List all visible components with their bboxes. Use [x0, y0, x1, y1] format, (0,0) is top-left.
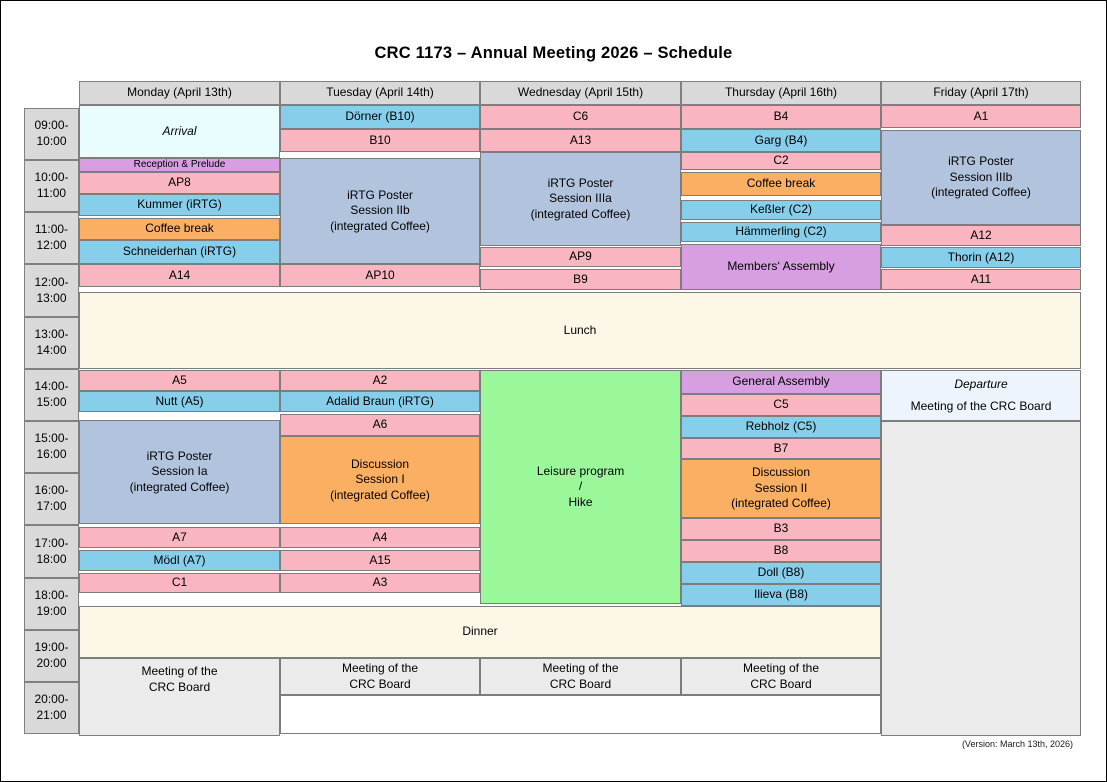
event-meeting-of-the-crc-board: Meeting of the CRC Board: [280, 658, 480, 695]
event-thorin-a12: Thorin (A12): [881, 247, 1081, 268]
event-a13: A13: [480, 129, 681, 152]
event-c6: C6: [480, 105, 681, 129]
time-slot-20-00-21-00: 20:00- 21:00: [24, 682, 79, 734]
event-garg-b4: Garg (B4): [681, 129, 881, 152]
time-slot-19-00-20-00: 19:00- 20:00: [24, 630, 79, 682]
time-slot-16-00-17-00: 16:00- 17:00: [24, 473, 79, 525]
event-c2: C2: [681, 152, 881, 170]
event-a1: A1: [881, 105, 1081, 128]
event-a11: A11: [881, 269, 1081, 290]
event-kummer-irtg: Kummer (iRTG): [79, 194, 280, 216]
event-meeting-of-the-crc-board: Meeting of the CRC Board: [681, 658, 881, 695]
event-discussion-session-ii-integrated-coffee: Discussion Session II (integrated Coffee…: [681, 459, 881, 518]
version-note: (Version: March 13th, 2026): [961, 739, 1073, 749]
event-meeting-of-the-crc-board: Meeting of the CRC Board: [480, 658, 681, 695]
event-b3: B3: [681, 518, 881, 540]
event-lunch: Lunch: [79, 292, 1081, 369]
day-header-monday-april-13th: Monday (April 13th): [79, 81, 280, 105]
event-ilieva-b8: Ilieva (B8): [681, 584, 881, 606]
day-header-tuesday-april-14th: Tuesday (April 14th): [280, 81, 480, 105]
time-slot-10-00-11-00: 10:00- 11:00: [24, 160, 79, 212]
event-dinner: Dinner: [79, 606, 881, 658]
event-a5: A5: [79, 370, 280, 391]
event-rebholz-c5: Rebholz (C5): [681, 416, 881, 438]
time-slot-18-00-19-00: 18:00- 19:00: [24, 578, 79, 630]
time-slot-15-00-16-00: 15:00- 16:00: [24, 421, 79, 473]
event-ap9: AP9: [480, 247, 681, 267]
time-slot-13-00-14-00: 13:00- 14:00: [24, 317, 79, 369]
event-reception-prelude: Reception & Prelude: [79, 158, 280, 172]
event-a12: A12: [881, 225, 1081, 246]
event-members-assembly: Members‘ Assembly: [681, 244, 881, 290]
event-departure-line-2: Meeting of the CRC Board: [910, 398, 1052, 413]
event-friday-empty-block: [881, 421, 1081, 736]
event-a15: A15: [280, 550, 480, 571]
event-adalid-braun-irtg: Adalid Braun (iRTG): [280, 391, 480, 412]
event-departure: Departure Meeting of the CRC Board: [881, 370, 1081, 421]
event-irtg-poster-session-iiib-integrated-coffee: iRTG Poster Session IIIb (integrated Cof…: [881, 130, 1081, 225]
event-empty-white-block: [280, 695, 881, 734]
event-c5: C5: [681, 394, 881, 416]
event-arrival: Arrival: [79, 105, 280, 158]
event-hammerling-c2: Hämmerling (C2): [681, 222, 881, 242]
event-ap8: AP8: [79, 172, 280, 194]
event-dorner-b10: Dörner (B10): [280, 105, 480, 129]
event-a3: A3: [280, 573, 480, 593]
event-coffee-break: Coffee break: [681, 172, 881, 196]
event-a14: A14: [79, 264, 280, 287]
event-leisure-program-hike: Leisure program / Hike: [480, 370, 681, 604]
event-modl-a7: Mödl (A7): [79, 550, 280, 571]
time-slot-17-00-18-00: 17:00- 18:00: [24, 525, 79, 578]
event-a2: A2: [280, 370, 480, 391]
event-a4: A4: [280, 527, 480, 548]
event-b9: B9: [480, 269, 681, 290]
event-b4: B4: [681, 105, 881, 129]
event-nutt-a5: Nutt (A5): [79, 391, 280, 412]
event-b8: B8: [681, 540, 881, 562]
event-doll-b8: Doll (B8): [681, 562, 881, 584]
event-schneiderhan-irtg: Schneiderhan (iRTG): [79, 240, 280, 264]
event-kessler-c2: Keßler (C2): [681, 200, 881, 220]
event-b7: B7: [681, 438, 881, 459]
event-ap10: AP10: [280, 264, 480, 287]
page-title: CRC 1173 – Annual Meeting 2026 – Schedul…: [374, 44, 733, 62]
event-b10: B10: [280, 129, 480, 152]
day-header-friday-april-17th: Friday (April 17th): [881, 81, 1081, 105]
event-general-assembly: General Assembly: [681, 370, 881, 394]
time-slot-09-00-10-00: 09:00- 10:00: [24, 108, 79, 160]
event-a7: A7: [79, 527, 280, 548]
time-slot-11-00-12-00: 11:00- 12:00: [24, 212, 79, 264]
event-discussion-session-i-integrated-coffee: Discussion Session I (integrated Coffee): [280, 436, 480, 524]
event-coffee-break: Coffee break: [79, 218, 280, 240]
day-header-thursday-april-16th: Thursday (April 16th): [681, 81, 881, 105]
event-a6: A6: [280, 414, 480, 436]
event-irtg-poster-session-ia-integrated-coffee: iRTG Poster Session Ia (integrated Coffe…: [79, 420, 280, 524]
time-slot-12-00-13-00: 12:00- 13:00: [24, 264, 79, 317]
event-departure-line-1: Departure: [954, 376, 1008, 391]
event-c1: C1: [79, 573, 280, 593]
time-slot-14-00-15-00: 14:00- 15:00: [24, 369, 79, 421]
event-meeting-of-the-crc-board: Meeting of the CRC Board: [79, 658, 280, 736]
day-header-wednesday-april-15th: Wednesday (April 15th): [480, 81, 681, 105]
event-irtg-poster-session-iiia-integrated-coffee: iRTG Poster Session IIIa (integrated Cof…: [480, 152, 681, 246]
event-irtg-poster-session-iib-integrated-coffee: iRTG Poster Session IIb (integrated Coff…: [280, 158, 480, 264]
